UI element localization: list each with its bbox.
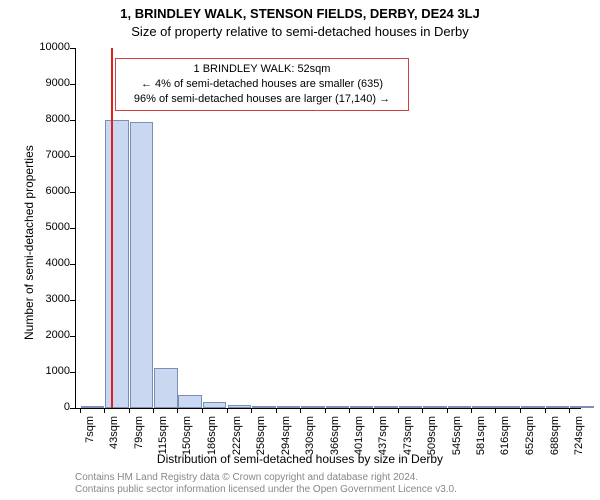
- x-tick-label: 258sqm: [255, 416, 267, 460]
- x-tick-mark: [276, 408, 277, 413]
- y-tick-mark: [70, 84, 75, 85]
- x-tick-mark: [520, 408, 521, 413]
- y-tick-label: 8000: [30, 113, 70, 125]
- x-tick-mark: [202, 408, 203, 413]
- attribution-line2: Contains public sector information licen…: [75, 484, 457, 495]
- x-tick-label: 581sqm: [475, 416, 487, 460]
- histogram-bar: [301, 406, 325, 408]
- histogram-bar: [350, 406, 374, 408]
- x-tick-label: 43sqm: [108, 416, 120, 460]
- x-tick-mark: [471, 408, 472, 413]
- y-tick-mark: [70, 336, 75, 337]
- x-tick-mark: [227, 408, 228, 413]
- y-tick-label: 4000: [30, 257, 70, 269]
- y-tick-label: 10000: [30, 41, 70, 53]
- histogram-bar: [154, 368, 178, 408]
- y-tick-label: 1000: [30, 365, 70, 377]
- x-tick-label: 150sqm: [181, 416, 193, 460]
- x-tick-label: 473sqm: [402, 416, 414, 460]
- histogram-bar: [178, 395, 202, 408]
- x-tick-label: 222sqm: [231, 416, 243, 460]
- histogram-bar: [423, 406, 447, 408]
- x-tick-mark: [422, 408, 423, 413]
- x-tick-label: 724sqm: [573, 416, 585, 460]
- x-tick-mark: [153, 408, 154, 413]
- histogram-bar: [203, 402, 227, 408]
- attribution-line1: Contains HM Land Registry data © Crown c…: [75, 472, 418, 483]
- y-tick-label: 3000: [30, 293, 70, 305]
- info-smaller: ← 4% of semi-detached houses are smaller…: [122, 77, 402, 92]
- x-tick-label: 401sqm: [353, 416, 365, 460]
- histogram-bar: [448, 406, 472, 408]
- x-tick-label: 186sqm: [206, 416, 218, 460]
- x-tick-mark: [300, 408, 301, 413]
- x-tick-label: 330sqm: [304, 416, 316, 460]
- x-tick-label: 545sqm: [451, 416, 463, 460]
- x-tick-label: 115sqm: [157, 416, 169, 460]
- x-tick-mark: [398, 408, 399, 413]
- x-tick-mark: [104, 408, 105, 413]
- x-tick-mark: [349, 408, 350, 413]
- x-tick-mark: [177, 408, 178, 413]
- y-tick-mark: [70, 48, 75, 49]
- marker-info-box: 1 BRINDLEY WALK: 52sqm ← 4% of semi-deta…: [115, 58, 409, 111]
- x-tick-label: 509sqm: [426, 416, 438, 460]
- property-marker-line: [111, 48, 113, 408]
- y-tick-label: 9000: [30, 77, 70, 89]
- y-tick-mark: [70, 120, 75, 121]
- histogram-bar: [130, 122, 154, 408]
- histogram-bar: [374, 406, 398, 408]
- x-tick-mark: [251, 408, 252, 413]
- histogram-bar: [399, 406, 423, 408]
- x-tick-label: 688sqm: [549, 416, 561, 460]
- histogram-bar: [521, 406, 545, 408]
- histogram-bar: [252, 406, 276, 408]
- chart-title-line1: 1, BRINDLEY WALK, STENSON FIELDS, DERBY,…: [0, 6, 600, 21]
- y-tick-label: 2000: [30, 329, 70, 341]
- y-tick-label: 5000: [30, 221, 70, 233]
- chart-title-line2: Size of property relative to semi-detach…: [0, 24, 600, 39]
- y-tick-mark: [70, 264, 75, 265]
- x-tick-mark: [80, 408, 81, 413]
- x-tick-label: 294sqm: [280, 416, 292, 460]
- y-tick-mark: [70, 408, 75, 409]
- histogram-bar: [105, 120, 129, 408]
- x-tick-mark: [129, 408, 130, 413]
- histogram-bar: [277, 406, 301, 408]
- x-tick-label: 616sqm: [499, 416, 511, 460]
- y-tick-label: 7000: [30, 149, 70, 161]
- x-tick-mark: [373, 408, 374, 413]
- y-tick-mark: [70, 228, 75, 229]
- histogram-bar: [496, 406, 520, 408]
- y-tick-label: 6000: [30, 185, 70, 197]
- info-property: 1 BRINDLEY WALK: 52sqm: [122, 62, 402, 77]
- x-tick-mark: [545, 408, 546, 413]
- histogram-bar: [472, 406, 496, 408]
- x-tick-label: 7sqm: [84, 416, 96, 460]
- x-tick-label: 366sqm: [329, 416, 341, 460]
- histogram-bar: [546, 406, 570, 408]
- y-axis-label: Number of semi-detached properties: [22, 145, 36, 340]
- y-tick-label: 0: [30, 401, 70, 413]
- info-larger: 96% of semi-detached houses are larger (…: [122, 92, 402, 107]
- histogram-bar: [81, 406, 105, 408]
- y-tick-mark: [70, 300, 75, 301]
- y-tick-mark: [70, 372, 75, 373]
- x-tick-label: 652sqm: [524, 416, 536, 460]
- x-tick-mark: [495, 408, 496, 413]
- y-tick-mark: [70, 156, 75, 157]
- x-tick-label: 79sqm: [133, 416, 145, 460]
- x-tick-label: 437sqm: [377, 416, 389, 460]
- histogram-bar: [570, 406, 594, 408]
- x-tick-mark: [325, 408, 326, 413]
- x-tick-mark: [569, 408, 570, 413]
- histogram-bar: [326, 406, 350, 408]
- histogram-bar: [228, 405, 252, 408]
- y-tick-mark: [70, 192, 75, 193]
- x-tick-mark: [447, 408, 448, 413]
